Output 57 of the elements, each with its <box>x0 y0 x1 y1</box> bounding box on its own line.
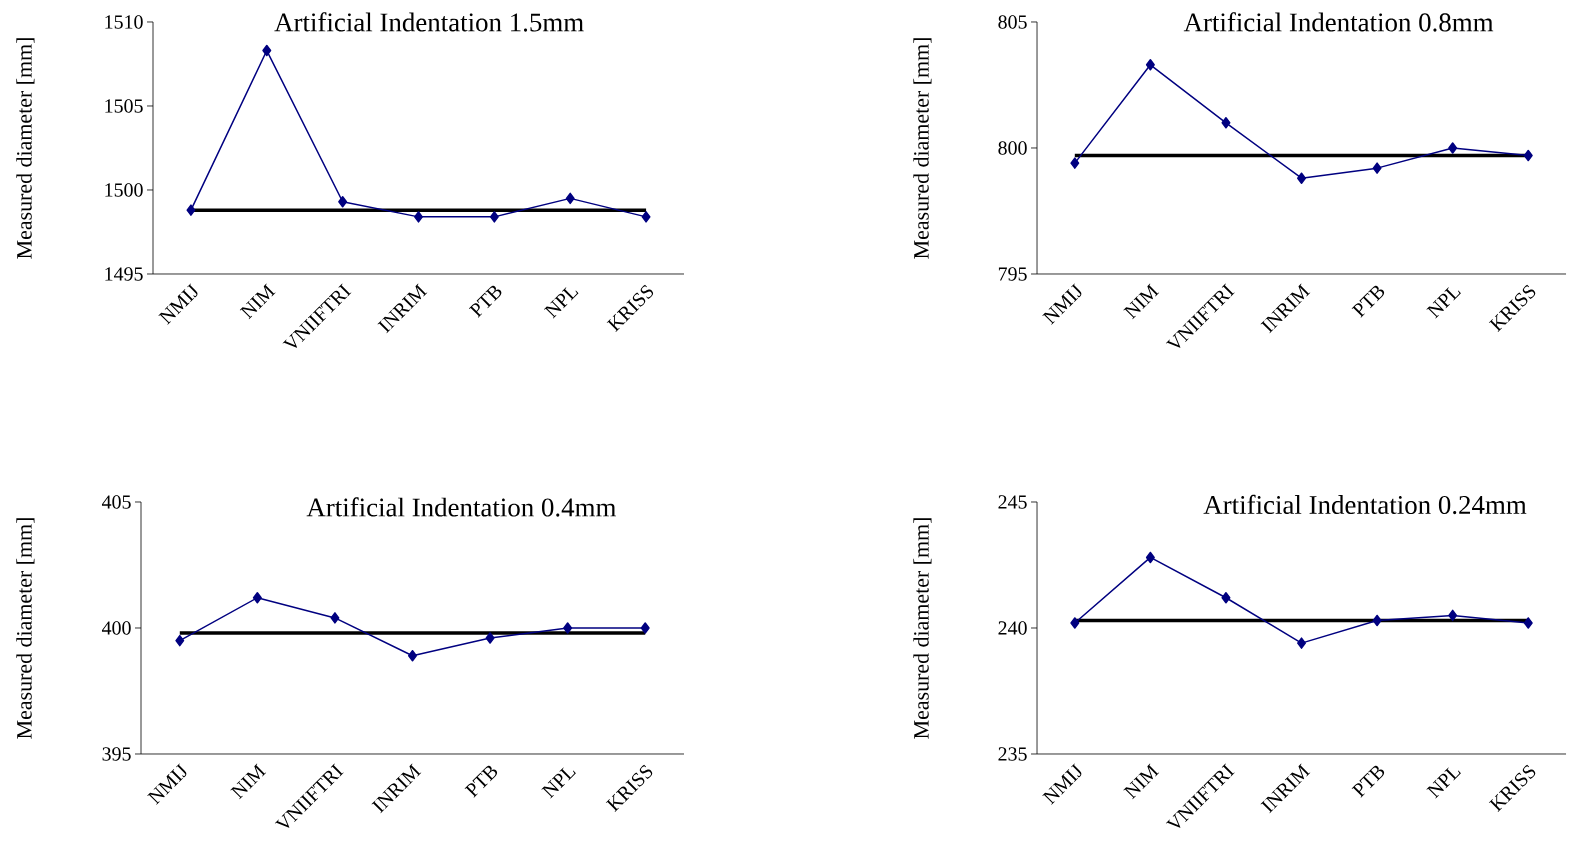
y-tick-label: 400 <box>101 621 131 635</box>
y-tick-label: 395 <box>102 747 131 761</box>
point <box>1145 59 1155 71</box>
point <box>1448 142 1458 154</box>
y-tick-label: 405 <box>101 495 131 509</box>
point <box>1523 149 1533 162</box>
x-tick-label: PTB <box>468 285 502 318</box>
point <box>1523 617 1533 629</box>
chart-title: Artificial Indentation 0.8mm <box>1183 12 1494 32</box>
point <box>1070 157 1080 169</box>
x-tick-label: PTB <box>464 765 498 798</box>
point <box>338 195 348 208</box>
point <box>1221 592 1231 604</box>
point <box>408 649 418 662</box>
point <box>641 211 651 223</box>
x-tick-label: PTB <box>1351 765 1385 798</box>
chart-title: Artificial Indentation 1.5mm <box>274 12 584 32</box>
point <box>414 211 424 223</box>
point <box>1297 637 1307 649</box>
y-axis-title: Measured diameter [mm] <box>913 518 932 739</box>
x-tick-label: NPL <box>544 287 579 319</box>
y-tick-label: 1510 <box>105 15 143 29</box>
point <box>1297 172 1307 184</box>
y-tick-label: 240 <box>998 621 1027 635</box>
point <box>252 592 262 604</box>
y-tick-label: 1505 <box>105 99 143 113</box>
y-axis-title: Measured diameter [mm] <box>16 38 35 259</box>
x-tick-label: NPL <box>1426 287 1461 319</box>
point <box>489 211 499 223</box>
point <box>330 612 340 624</box>
y-axis-title: Measured diameter [mm] <box>16 518 35 739</box>
y-tick-label: 1500 <box>105 183 143 197</box>
chart-title: Artificial Indentation 0.24mm <box>1203 494 1527 515</box>
y-tick-label: 245 <box>998 495 1027 509</box>
x-tick-label: NPL <box>1426 767 1461 799</box>
y-tick-label: 1495 <box>105 267 143 281</box>
point <box>1145 551 1155 564</box>
y-tick-label: 805 <box>998 15 1027 29</box>
y-tick-label: 795 <box>998 267 1027 281</box>
point <box>1448 609 1458 622</box>
point <box>485 632 495 644</box>
y-axis-title: Measured diameter [mm] <box>913 38 932 259</box>
x-tick-label: PTB <box>1351 285 1385 318</box>
point <box>565 192 575 205</box>
point <box>1070 617 1080 629</box>
point <box>563 622 573 634</box>
point <box>1221 117 1231 129</box>
point <box>262 44 272 57</box>
point <box>1372 162 1382 174</box>
y-tick-label: 235 <box>998 747 1027 761</box>
point <box>640 622 650 634</box>
point <box>175 634 185 647</box>
x-tick-label: NPL <box>541 767 576 799</box>
chart-title: Artificial Indentation 0.4mm <box>306 497 617 517</box>
point <box>186 204 196 216</box>
y-tick-label: 800 <box>998 141 1027 155</box>
point <box>1372 614 1382 627</box>
